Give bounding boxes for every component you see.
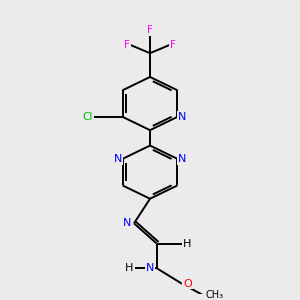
Text: F: F [170, 40, 176, 50]
Text: N: N [177, 154, 186, 164]
Text: H: H [183, 238, 192, 248]
Text: N: N [146, 263, 154, 273]
Text: N: N [177, 112, 186, 122]
Text: CH₃: CH₃ [206, 290, 224, 300]
Text: Cl: Cl [82, 112, 93, 122]
Text: O: O [183, 278, 192, 289]
Text: H: H [125, 263, 133, 273]
Text: N: N [114, 154, 123, 164]
Text: F: F [147, 25, 153, 35]
Text: N: N [123, 218, 131, 228]
Text: F: F [124, 40, 130, 50]
